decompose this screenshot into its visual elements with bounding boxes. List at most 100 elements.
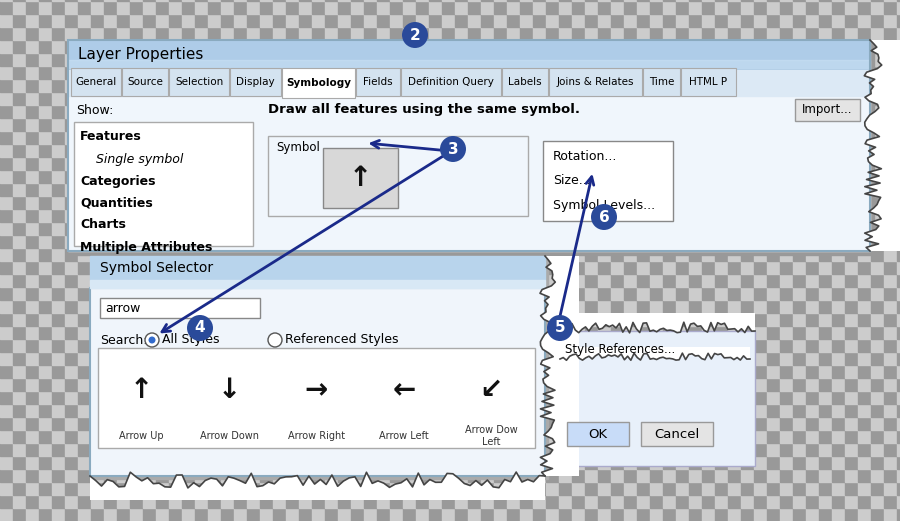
- Bar: [351, 144, 364, 157]
- Bar: [858, 170, 871, 183]
- Bar: [169, 404, 182, 417]
- Circle shape: [402, 22, 428, 48]
- Bar: [377, 391, 390, 404]
- Bar: [13, 53, 26, 66]
- Bar: [884, 404, 897, 417]
- Bar: [741, 196, 754, 209]
- Bar: [702, 79, 715, 92]
- Bar: [819, 404, 832, 417]
- Bar: [130, 430, 143, 443]
- Bar: [377, 53, 390, 66]
- Bar: [728, 131, 741, 144]
- Bar: [130, 365, 143, 378]
- Bar: [780, 183, 793, 196]
- Bar: [169, 183, 182, 196]
- Bar: [481, 105, 494, 118]
- Bar: [455, 365, 468, 378]
- Bar: [676, 339, 689, 352]
- Bar: [130, 469, 143, 482]
- Bar: [754, 339, 767, 352]
- Bar: [130, 157, 143, 170]
- Bar: [715, 222, 728, 235]
- Bar: [832, 287, 845, 300]
- Bar: [65, 79, 78, 92]
- Bar: [598, 183, 611, 196]
- Bar: [117, 105, 130, 118]
- Bar: [247, 469, 260, 482]
- Bar: [338, 222, 351, 235]
- Bar: [130, 66, 143, 79]
- Bar: [247, 456, 260, 469]
- Bar: [494, 131, 507, 144]
- Bar: [819, 105, 832, 118]
- Bar: [312, 1, 325, 14]
- Bar: [429, 339, 442, 352]
- Bar: [546, 105, 559, 118]
- Bar: [871, 274, 884, 287]
- Bar: [819, 118, 832, 131]
- Bar: [624, 105, 637, 118]
- Bar: [871, 144, 884, 157]
- Bar: [793, 261, 806, 274]
- Bar: [78, 170, 91, 183]
- Bar: [741, 495, 754, 508]
- Bar: [858, 248, 871, 261]
- Bar: [715, 183, 728, 196]
- Bar: [143, 430, 156, 443]
- Bar: [26, 417, 39, 430]
- Bar: [559, 430, 572, 443]
- Bar: [91, 482, 104, 495]
- Bar: [598, 79, 611, 92]
- Bar: [13, 1, 26, 14]
- Bar: [260, 222, 273, 235]
- Bar: [65, 391, 78, 404]
- Bar: [572, 14, 585, 27]
- Bar: [390, 235, 403, 248]
- Bar: [52, 365, 65, 378]
- Bar: [819, 391, 832, 404]
- Bar: [78, 105, 91, 118]
- Bar: [767, 378, 780, 391]
- Bar: [351, 508, 364, 521]
- Bar: [715, 157, 728, 170]
- Bar: [559, 352, 572, 365]
- Bar: [533, 469, 546, 482]
- Bar: [572, 170, 585, 183]
- Bar: [520, 287, 533, 300]
- Bar: [234, 352, 247, 365]
- Bar: [323, 148, 398, 208]
- Bar: [689, 443, 702, 456]
- Bar: [897, 196, 900, 209]
- Bar: [624, 0, 637, 1]
- Bar: [559, 222, 572, 235]
- Bar: [325, 1, 338, 14]
- Bar: [507, 0, 520, 1]
- Bar: [572, 287, 585, 300]
- Bar: [624, 131, 637, 144]
- Bar: [728, 222, 741, 235]
- Bar: [182, 339, 195, 352]
- Bar: [533, 27, 546, 40]
- Bar: [806, 144, 819, 157]
- Bar: [689, 144, 702, 157]
- Bar: [65, 417, 78, 430]
- Bar: [494, 287, 507, 300]
- Bar: [377, 157, 390, 170]
- Bar: [806, 443, 819, 456]
- Bar: [780, 209, 793, 222]
- Bar: [650, 222, 663, 235]
- Bar: [338, 469, 351, 482]
- Bar: [13, 261, 26, 274]
- Bar: [338, 456, 351, 469]
- Bar: [871, 131, 884, 144]
- Bar: [546, 131, 559, 144]
- Bar: [897, 0, 900, 1]
- Bar: [741, 157, 754, 170]
- Bar: [728, 79, 741, 92]
- Bar: [442, 274, 455, 287]
- Bar: [507, 443, 520, 456]
- Bar: [273, 196, 286, 209]
- Bar: [663, 1, 676, 14]
- Bar: [416, 157, 429, 170]
- Bar: [832, 27, 845, 40]
